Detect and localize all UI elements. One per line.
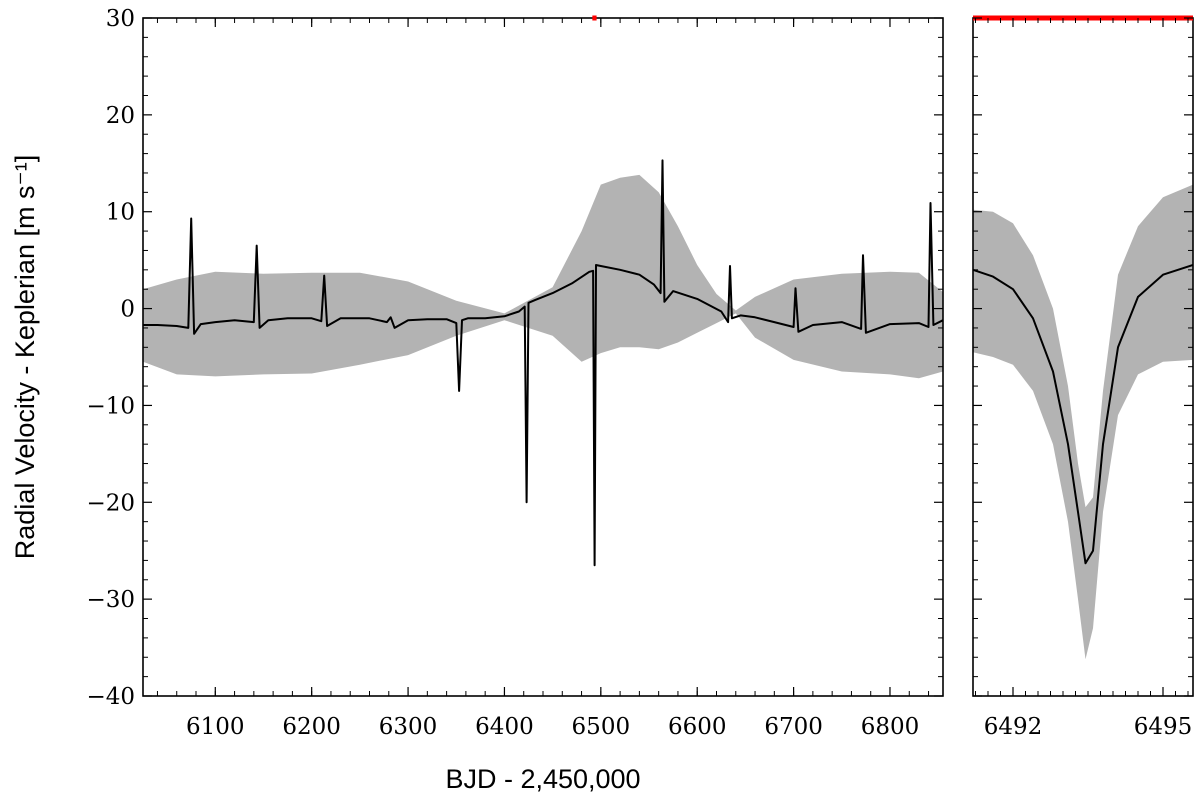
model-line (143, 159, 943, 567)
x-tick-label: 6100 (186, 714, 245, 740)
x-axis-title: BJD - 2,450,000 (445, 764, 640, 794)
y-tick-label: 20 (106, 103, 135, 129)
x-tick-label: 6200 (282, 714, 341, 740)
x-tick-label: 6400 (475, 714, 534, 740)
y-tick-label: 30 (106, 6, 135, 32)
y-tick-label: 10 (106, 200, 135, 226)
x-tick-label: 6300 (379, 714, 438, 740)
y-tick-label: 0 (120, 297, 135, 323)
plot-area (143, 159, 943, 567)
y-tick-label: −20 (86, 490, 135, 516)
x-tick-label: 6500 (572, 714, 631, 740)
zoom-panel: 6492 6495 (972, 15, 1194, 740)
x-tick-label: 6800 (861, 714, 920, 740)
plot-area (973, 184, 1193, 660)
x-tick-label: 6492 (984, 714, 1043, 740)
y-axis-title: Radial Velocity - Keplerian [m s⁻¹] (10, 155, 40, 559)
x-tick-label: 6495 (1134, 714, 1193, 740)
model-line (973, 264, 1193, 565)
uncertainty-band (143, 174, 943, 379)
main-panel: 6100 6200 6300 6400 6500 6600 6700 6800 −40 −30 −2… (86, 6, 944, 740)
x-tick-label: 6600 (668, 714, 727, 740)
y-tick-label: −30 (86, 587, 135, 613)
uncertainty-band (973, 184, 1193, 660)
x-tick-label: 6700 (764, 714, 823, 740)
y-tick-label: −40 (86, 684, 135, 710)
y-tick-label: −10 (86, 393, 135, 419)
